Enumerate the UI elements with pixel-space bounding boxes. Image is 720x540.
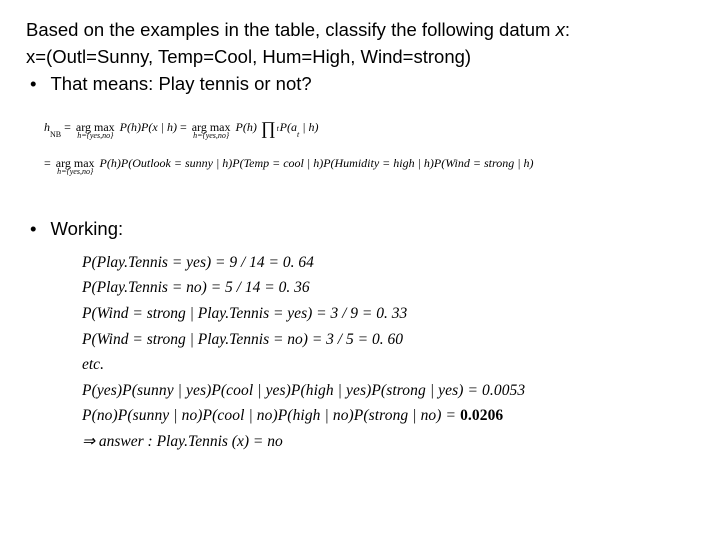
intro-x: x	[556, 19, 565, 40]
eq1-eq1: =	[64, 120, 74, 134]
argmax-3-under: h={yes,no}	[57, 166, 93, 179]
working-label: Working:	[50, 218, 123, 239]
bullet-glyph-2: •	[30, 218, 36, 239]
intro-line-1: Based on the examples in the table, clas…	[26, 18, 694, 43]
eq1-ph-2: P(h)	[236, 120, 257, 134]
eq2-row-3: P(Wind = strong | Play.Tennis = yes) = 3…	[82, 301, 694, 327]
bullet-glyph-1: •	[30, 73, 36, 94]
prod-symbol: ∏	[261, 118, 276, 138]
intro-line-2: x=(Outl=Sunny, Temp=Cool, Hum=High, Wind…	[26, 45, 694, 70]
eq2-row-5: etc.	[82, 352, 694, 378]
eq2-row-2: P(Play.Tennis = no) = 5 / 14 = 0. 36	[82, 275, 694, 301]
answer-text: answer : Play.Tennis (x) = no	[95, 433, 283, 450]
prod-wrap: ∏ t	[260, 111, 277, 140]
answer-arrow: ⇒	[82, 433, 95, 450]
working-equations: P(Play.Tennis = yes) = 9 / 14 = 0. 64 P(…	[82, 250, 694, 455]
eq2-row-6: P(yes)P(sunny | yes)P(cool | yes)P(high …	[82, 378, 694, 404]
argmax-1-under: h={yes,no}	[77, 130, 113, 143]
intro-line-1a: Based on the examples in the table, clas…	[26, 19, 556, 40]
argmax-2: arg max h={yes,no}	[192, 118, 231, 137]
eq1-ph-1: P(h)	[120, 120, 141, 134]
intro-bullet-text: That means: Play tennis or not?	[50, 73, 311, 94]
eq2-row-4: P(Wind = strong | Play.Tennis = no) = 3 …	[82, 327, 694, 353]
eq2-answer: ⇒ answer : Play.Tennis (x) = no	[82, 429, 694, 455]
eq1-nb: NB	[50, 130, 61, 139]
equation-hnb: hNB = arg max h={yes,no} P(h)P(x | h) = …	[44, 111, 694, 173]
eq1-pat-a: P(a	[280, 120, 297, 134]
eq1-eq3: =	[44, 156, 54, 170]
eq1-eq2: =	[180, 120, 190, 134]
eq1-pat-b: | h)	[299, 120, 318, 134]
eq2-row-7b: 0.0206	[460, 407, 503, 424]
working-bullet: • Working:	[26, 217, 694, 242]
eq1-pat-sub: t	[297, 130, 299, 139]
eq1-row2-terms: P(h)P(Outlook = sunny | h)P(Temp = cool …	[100, 156, 534, 170]
intro-bullet: • That means: Play tennis or not?	[26, 72, 694, 97]
argmax-2-under: h={yes,no}	[193, 130, 229, 143]
eq2-row-7: P(no)P(sunny | no)P(cool | no)P(high | n…	[82, 403, 694, 429]
prod-sub: t	[277, 123, 279, 136]
eq2-row-1: P(Play.Tennis = yes) = 9 / 14 = 0. 64	[82, 250, 694, 276]
argmax-3: arg max h={yes,no}	[56, 154, 95, 173]
intro-line-1b: :	[565, 19, 570, 40]
eq1-pxh: P(x | h)	[141, 120, 177, 134]
argmax-1: arg max h={yes,no}	[76, 118, 115, 137]
eq2-row-7a: P(no)P(sunny | no)P(cool | no)P(high | n…	[82, 407, 460, 424]
